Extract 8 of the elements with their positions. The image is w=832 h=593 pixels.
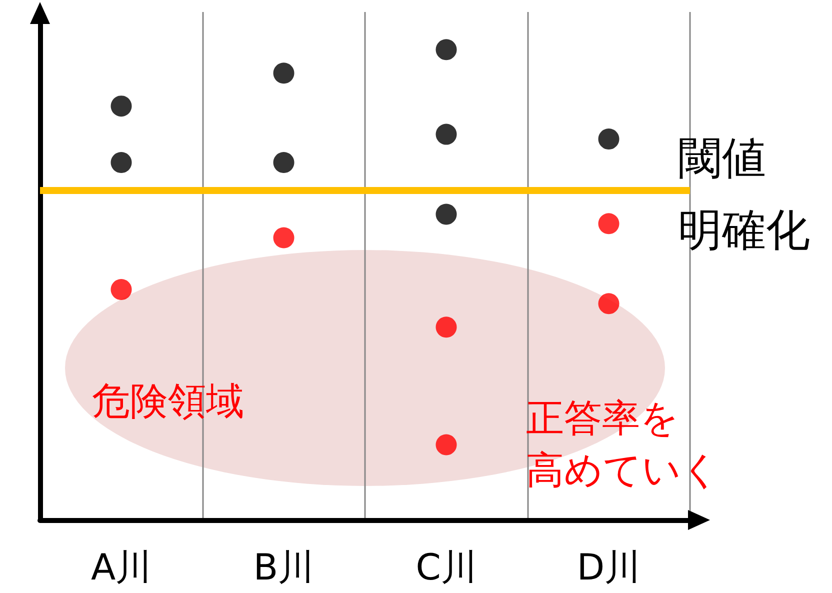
- annotation: 正答率を: [526, 396, 679, 440]
- x-tick-label: B川: [253, 548, 314, 588]
- ref-line-label: 閾値明確化: [678, 133, 810, 256]
- annotation: 高めていく: [526, 448, 720, 492]
- x-tick-label: A川: [90, 548, 152, 588]
- annotation: 危険領域: [92, 379, 244, 423]
- x-tick-label: D川: [576, 548, 641, 588]
- x-tick-label: C川: [416, 548, 477, 588]
